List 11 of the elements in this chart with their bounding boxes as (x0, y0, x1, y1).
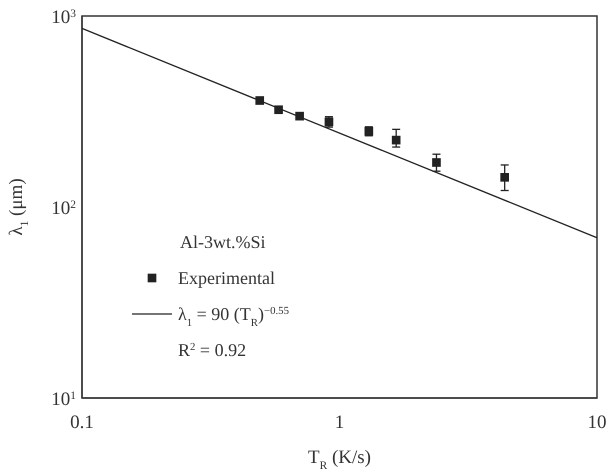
y-tick-label: 10$^{3}$ (51, 7, 76, 28)
x-tick-label: 10 (588, 412, 606, 433)
x-axis-title: T$_{R}$ (K/s) (308, 447, 372, 471)
legend-label: λ$_{1}$ = 90 (T$_{R}$)$^{−0.55}$ (178, 304, 289, 329)
y-tick-label: 10$^{1}$ (51, 389, 76, 410)
x-tick-label: 1 (334, 412, 344, 433)
x-tick-label: 0.1 (70, 412, 94, 433)
annotation: R$^{2}$ = 0.92 (178, 340, 246, 360)
legend-title: Al-3wt.%Si (180, 232, 266, 252)
legend-label: Experimental (178, 268, 275, 288)
y-tick-label: 10$^{2}$ (51, 198, 76, 219)
